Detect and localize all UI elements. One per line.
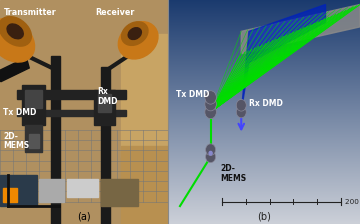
Text: Receiver: Receiver [95, 8, 134, 17]
Circle shape [205, 105, 216, 119]
Text: Rx
DMD: Rx DMD [98, 87, 118, 106]
Bar [22, 85, 45, 125]
Ellipse shape [122, 22, 148, 45]
Bar [121, 146, 168, 224]
Ellipse shape [7, 24, 23, 39]
Bar [67, 179, 98, 197]
Bar [0, 57, 29, 82]
Polygon shape [241, 4, 325, 112]
Text: Transmitter: Transmitter [4, 8, 57, 17]
Text: Tx DMD: Tx DMD [176, 90, 210, 99]
Bar [25, 125, 42, 152]
Ellipse shape [128, 28, 141, 39]
Bar [98, 94, 111, 112]
Ellipse shape [0, 19, 35, 62]
Bar [0, 175, 37, 206]
Circle shape [206, 151, 216, 163]
Text: (b): (b) [257, 212, 271, 222]
Bar [50, 56, 60, 224]
Circle shape [205, 91, 216, 104]
Circle shape [205, 97, 216, 111]
Bar [17, 110, 126, 116]
Text: 2D-
MEMS: 2D- MEMS [3, 132, 30, 151]
Circle shape [209, 151, 212, 155]
Text: Tx DMD: Tx DMD [3, 108, 37, 116]
Bar [94, 90, 114, 125]
Bar [39, 179, 64, 202]
Text: 200 mm: 200 mm [345, 199, 360, 205]
Bar [121, 34, 168, 157]
Bar [29, 134, 39, 148]
Text: Rx DMD: Rx DMD [249, 99, 283, 108]
Ellipse shape [118, 22, 158, 59]
Ellipse shape [0, 17, 31, 46]
Bar [25, 90, 42, 108]
Text: 2D-
MEMS: 2D- MEMS [220, 164, 246, 183]
Polygon shape [241, 4, 360, 54]
Bar [101, 179, 138, 206]
Text: (a): (a) [77, 212, 91, 222]
Bar [101, 67, 111, 224]
Bar [17, 90, 126, 99]
Circle shape [206, 144, 216, 155]
Bar [3, 188, 17, 202]
Circle shape [236, 106, 246, 118]
Circle shape [236, 99, 246, 111]
